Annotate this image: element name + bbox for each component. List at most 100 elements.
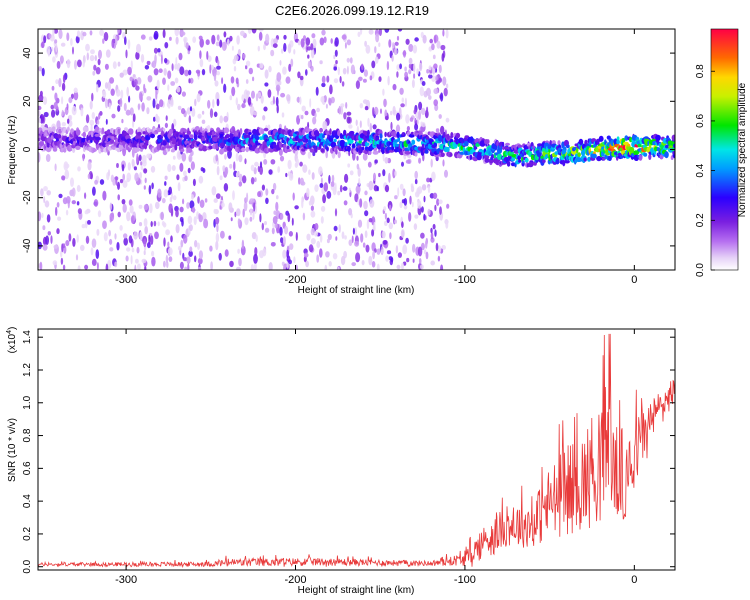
spectrogram-cell-350: [186, 256, 191, 265]
spectrogram-cell-2028: [245, 146, 249, 153]
spectrogram-cell-1099: [445, 29, 449, 39]
spectrogram-cell-3112: [672, 150, 675, 155]
spectrogram-cell-3092: [664, 151, 669, 159]
spectrogram-cell-2328: [364, 130, 368, 136]
spectrogram-cell-891: [111, 38, 115, 49]
spectrogram-cell-1476: [250, 164, 255, 172]
spectrogram-cell-217: [245, 79, 249, 84]
spectrogram-cell-908: [316, 107, 320, 113]
spectrogram-cell-2587: [464, 135, 470, 139]
spectrogram-cell-1792: [150, 133, 156, 139]
spectrogram-cell-2920: [596, 156, 602, 161]
spectrogram-cell-1223: [432, 223, 436, 230]
spectrogram-cell-627: [170, 235, 173, 243]
spectrogram-cell-888: [167, 241, 170, 248]
spectrogram-cell-96: [363, 69, 368, 77]
spectrogram-cell-205: [374, 46, 377, 54]
spectrogram-cell-1344: [66, 103, 69, 111]
spectrogram-cell-868: [335, 60, 338, 65]
spectrogram-cell-1543: [52, 147, 58, 152]
spectrogram-cell-1046: [85, 43, 90, 52]
spectrogram-cell-347: [54, 39, 58, 44]
spectrogram-cell-1068: [55, 206, 58, 216]
spectrogram-cell-773: [90, 124, 93, 133]
spectrogram-cell-2812: [554, 151, 559, 155]
spectrogram-cell-937: [391, 42, 395, 49]
spectrogram-cell-649: [404, 97, 407, 108]
spectrogram-cell-241: [305, 69, 308, 76]
spectrogram-cell-938: [300, 181, 306, 186]
spectrogram-cell-184: [402, 188, 406, 197]
spectrogram-cell-538: [51, 85, 55, 91]
y-tick-label-1: 0.2: [22, 527, 33, 541]
spectrogram-cell-191: [312, 116, 317, 125]
spectrogram-cell-1027: [346, 65, 349, 75]
spectrogram-cell-931: [245, 60, 251, 67]
spectrogram-cell-70: [332, 253, 338, 260]
spectrogram-cell-387: [259, 213, 262, 223]
spectrogram-cell-782: [167, 84, 170, 91]
spectrogram-cell-851: [138, 222, 143, 227]
colorbar: 0.0 0.2 0.4 0.6 0.8 Normalized spectral ampl…: [695, 28, 748, 277]
spectrogram-cell-1295: [383, 98, 387, 108]
spectrogram-cell-1311: [75, 254, 79, 261]
spectrogram-cell-1358: [96, 228, 100, 236]
spectrogram-cell-750: [176, 174, 180, 181]
spectrogram-cell-27: [123, 102, 127, 112]
spectrogram-cell-1153: [433, 99, 439, 107]
spectrogram-cell-381: [368, 29, 374, 35]
spectrogram-cell-2133: [286, 145, 290, 150]
spectrogram-cell-1342: [365, 44, 371, 54]
spectrogram-cell-1753: [134, 147, 141, 152]
spectrogram-cell-308: [93, 64, 97, 71]
spectrogram-cell-2881: [581, 149, 586, 157]
spectrogram-cell-834: [128, 235, 133, 244]
snr-y-label: SNR (10 * v/v): [7, 418, 18, 482]
spectrogram-cell-971: [431, 43, 435, 51]
spectrogram-cell-56: [367, 161, 372, 168]
spectrogram-cell-213: [359, 103, 363, 109]
x-tick-label-0: -300: [115, 574, 137, 586]
spectrogram-cell-2595: [469, 154, 473, 160]
spectrogram-cell-1009: [328, 174, 331, 184]
spectrogram-cell-1224: [176, 86, 181, 93]
spectrogram-cell-2599: [469, 136, 474, 144]
spectrogram-cell-1056: [421, 122, 426, 128]
spectrogram-cell-568: [423, 195, 426, 203]
spectrogram-cell-1225: [418, 110, 421, 120]
spectrogram-cell-950: [129, 205, 134, 214]
spectrogram-cell-455: [75, 35, 80, 44]
spectrogram-cell-1194: [41, 212, 44, 219]
spectrogram-cell-2635: [483, 154, 490, 160]
spectrogram-cell-788: [408, 63, 412, 69]
spectrogram-cell-2336: [365, 142, 370, 146]
spectrogram-cell-1401: [157, 48, 161, 53]
spectrogram-cell-194: [119, 179, 124, 184]
spectrogram-cell-1434: [143, 83, 146, 92]
spectrogram-cell-639: [235, 152, 239, 162]
spectrogram-cell-3078: [659, 154, 664, 160]
spectrogram-cell-1257: [171, 165, 176, 171]
spectrogram-cell-1439: [273, 210, 277, 215]
spectrogram-cell-124: [438, 114, 442, 119]
spectrogram-cell-379: [171, 63, 174, 71]
spectrogram-cell-483: [434, 204, 437, 212]
spectrogram-cell-3005: [629, 146, 635, 154]
spectrogram-cell-1066: [307, 54, 310, 59]
spectrogram-cell-1355: [405, 159, 411, 164]
spectrogram-cell-1359: [306, 233, 311, 241]
spectrogram-cell-1843: [170, 149, 175, 153]
spectrogram-cell-1448: [372, 250, 375, 260]
spectrogram-cell-783: [60, 42, 66, 47]
spectrogram-cell-2368: [379, 133, 383, 139]
spectrogram-cell-1724: [124, 127, 128, 132]
spectrogram-cell-1443: [134, 264, 137, 270]
spectrogram-cell-232: [413, 73, 416, 79]
spectrogram-cell-2900: [588, 141, 592, 146]
spectrogram-cell-1336: [45, 235, 49, 245]
spectrogram-cell-1819: [162, 128, 166, 132]
spectrogram-cell-1462: [235, 77, 239, 85]
spectrogram-cell-992: [227, 38, 230, 46]
spectrogram-cell-1240: [68, 97, 73, 104]
spectrogram-cell-532: [310, 228, 315, 236]
